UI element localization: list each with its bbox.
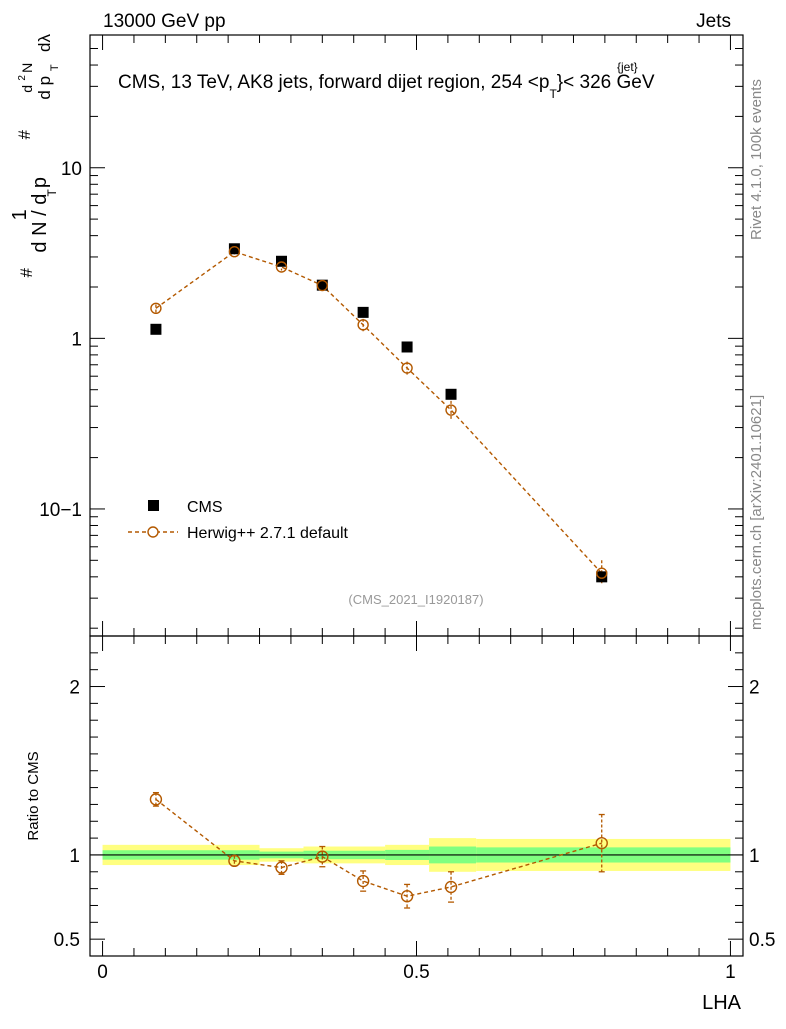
- analysis-id-label: (CMS_2021_I1920187): [348, 592, 483, 607]
- svg-text:# 1 d N / d p: # 1 d N / d p T # d 2 N d p T dλ: [8, 34, 63, 278]
- ratio-y-axis-label: Ratio to CMS: [25, 751, 42, 840]
- ratio-series-line: [155, 798, 602, 897]
- ratio-plot-marks: [149, 791, 608, 909]
- herwig-point: [150, 302, 162, 315]
- main-y-tick-label: 10−1: [39, 500, 82, 521]
- ratio-y-tick-label-right: 2: [749, 678, 760, 699]
- legend-mc-label: Herwig++ 2.7.1 default: [187, 525, 349, 542]
- herwig-point: [357, 319, 369, 331]
- ratio-point: [228, 854, 241, 868]
- ratio-plot-ticks: 2 2 1 1 0.5 0.5 0 0.5 1: [54, 636, 775, 983]
- header-energy-label: 13000 GeV pp: [103, 11, 226, 32]
- herwig-point: [316, 279, 329, 292]
- main-plot-panel: 10 1 10−1 (CMS_2021_I1920187) CMS Herwig++…: [39, 34, 744, 637]
- cms-data-point: [596, 571, 608, 583]
- ratio-point: [595, 836, 608, 850]
- main-plot-ticks: 10 1 10−1: [39, 34, 743, 636]
- ratio-point: [149, 793, 163, 806]
- legend: CMS Herwig++ 2.7.1 default: [128, 499, 349, 542]
- ratio-y-tick-label-right: 0.5: [749, 930, 775, 951]
- x-tick-label: 0: [97, 962, 108, 983]
- herwig-point: [275, 261, 288, 273]
- ratio-point: [400, 890, 414, 903]
- x-axis-label: LHA: [702, 992, 742, 1014]
- ratio-plot-frame: [89, 635, 744, 957]
- plot-title-superscript: {jet}: [617, 60, 638, 74]
- herwig-point: [596, 567, 608, 579]
- mcplots-label: mcplots.cern.ch [arXiv:2401.10621]: [748, 395, 765, 630]
- cms-data-point: [357, 306, 369, 318]
- ratio-y-tick-label-right: 1: [749, 846, 760, 867]
- ratio-point: [316, 850, 329, 863]
- cms-data-point: [228, 243, 240, 255]
- plot-title-sub: T: [549, 87, 557, 101]
- cms-data-point: [445, 388, 457, 400]
- main-plot-marks: [150, 243, 608, 585]
- ratio-point: [275, 861, 288, 874]
- ratio-point: [444, 880, 458, 894]
- plot-title-main: CMS, 13 TeV, AK8 jets, forward dijet reg…: [118, 72, 549, 93]
- rivet-version-label: Rivet 4.1.0, 100k events: [748, 79, 765, 240]
- legend-data-marker: [148, 500, 159, 511]
- x-tick-label: 0.5: [403, 962, 429, 983]
- legend-mc-marker: [147, 526, 159, 538]
- main-y-tick-label: 10: [61, 159, 82, 180]
- herwig-point: [445, 404, 457, 416]
- cms-data-point: [316, 279, 328, 291]
- plot-title-tail: }< 326 GeV: [557, 72, 655, 93]
- main-plot-frame: [89, 34, 744, 637]
- x-tick-label: 1: [725, 962, 736, 983]
- cms-data-point: [276, 255, 288, 267]
- cms-data-point: [150, 323, 162, 335]
- ratio-y-tick-label: 0.5: [54, 930, 80, 951]
- cms-data-point: [401, 341, 413, 353]
- ratio-point: [356, 874, 370, 888]
- ratio-plot-panel: 2 2 1 1 0.5 0.5 0 0.5 1 Ratio to CMS LHA: [25, 635, 775, 1014]
- herwig-series-line: [155, 250, 603, 574]
- ratio-y-tick-label: 2: [69, 678, 80, 699]
- herwig-point: [401, 362, 413, 374]
- header-category-label: Jets: [696, 11, 731, 32]
- ratio-y-tick-label: 1: [69, 846, 80, 867]
- herwig-point: [228, 246, 241, 258]
- legend-data-label: CMS: [187, 499, 223, 516]
- main-y-axis-label: # 1 d N / d p T # d 2 N d p T dλ: [8, 34, 63, 278]
- plot-title: CMS, 13 TeV, AK8 jets, forward dijet reg…: [118, 72, 655, 101]
- main-y-tick-label: 1: [71, 329, 82, 350]
